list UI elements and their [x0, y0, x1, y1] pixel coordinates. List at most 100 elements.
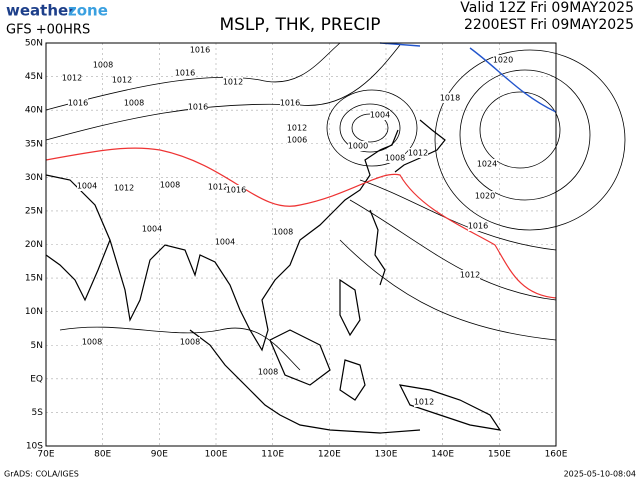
local-time: 2200EST Fri 09MAY2025: [464, 17, 634, 33]
isobar-label-bg: [348, 141, 368, 151]
valid-time: Valid 12Z Fri 09MAY2025: [460, 0, 634, 16]
logo-weather: weather: [6, 2, 76, 20]
isobar-label: 1012: [287, 124, 307, 133]
isobar-label-bg: [468, 221, 488, 231]
isobar-label: 1008: [273, 228, 293, 237]
isobar-label-bg: [160, 180, 180, 190]
lat-label: 5N: [31, 341, 43, 351]
isobar-label-bg: [287, 135, 307, 145]
isobar-label: 1012: [62, 74, 82, 83]
isobar-label: 1008: [93, 61, 113, 70]
isobar-label: 1006: [287, 136, 307, 145]
isobar-label: 1016: [190, 46, 210, 55]
isobar-label-bg: [62, 73, 82, 83]
isobar-label: 1016: [68, 99, 88, 108]
isobar-label: 1004: [215, 238, 235, 247]
timestamp: 2025-05-10-08:04: [564, 470, 636, 479]
isobar-label-bg: [68, 98, 88, 108]
map-title: MSLP, THK, PRECIP: [219, 15, 380, 35]
lat-label: 35N: [25, 139, 43, 149]
isobar-label-bg: [273, 227, 293, 237]
isobar-label: 1000: [348, 142, 368, 151]
isobar-label: 1012: [112, 76, 132, 85]
isobar-label-bg: [93, 60, 113, 70]
lon-label: 160E: [545, 450, 568, 460]
lat-label: 20N: [25, 240, 43, 250]
map-frame: [45, 42, 557, 447]
isobar-label: 1004: [77, 182, 97, 191]
isobar-label-bg: [408, 148, 428, 158]
lon-label: 90E: [151, 450, 168, 460]
isobar-label: 1012: [414, 398, 434, 407]
lon-label: 70E: [37, 450, 54, 460]
isobar-label: 1016: [468, 222, 488, 231]
lat-label: 10N: [25, 307, 43, 317]
lat-label: 5S: [32, 408, 44, 418]
lon-label: 120E: [318, 450, 341, 460]
isobar-label-bg: [287, 123, 307, 133]
lon-label: 130E: [375, 450, 398, 460]
isobar-label: 1004: [370, 111, 390, 120]
isobar-label-bg: [215, 237, 235, 247]
isobar-label: 1008: [258, 368, 278, 377]
isobar-label: 1016: [280, 99, 300, 108]
isobar-label-bg: [124, 98, 144, 108]
isobar-label-bg: [188, 102, 208, 112]
lat-label: 50N: [25, 39, 43, 49]
isobar-label: 1008: [82, 338, 102, 347]
isobar-label: 1008: [385, 154, 405, 163]
isobar-label-bg: [280, 98, 300, 108]
isobar-label-bg: [82, 337, 102, 347]
isobar-label-bg: [385, 153, 405, 163]
isobar-label-bg: [475, 191, 495, 201]
lat-label: 30N: [25, 173, 43, 183]
lon-label: 100E: [205, 450, 228, 460]
thickness-line-cold: [469, 47, 557, 113]
model-run: GFS +00HRS: [6, 23, 90, 38]
isobar-label-bg: [493, 55, 513, 65]
isobars: [45, 42, 626, 371]
isobar-label: 1008: [124, 99, 144, 108]
isobar-label: 1020: [475, 192, 495, 201]
isobar-label-bg: [208, 182, 228, 192]
lat-label: EQ: [30, 374, 43, 384]
isobar-label: 1020: [493, 56, 513, 65]
credit: GrADS: COLA/IGES: [4, 470, 79, 479]
isobar-label-bg: [175, 68, 195, 78]
isobar-label: 1016: [175, 69, 195, 78]
isobar-label-bg: [440, 93, 460, 103]
isobar-label-bg: [190, 45, 210, 55]
isobar-label-bg: [258, 367, 278, 377]
isobar-label-bg: [142, 224, 162, 234]
isobar-label-bg: [370, 110, 390, 120]
isobar-label: 1012: [208, 183, 228, 192]
isobar-label-bg: [477, 159, 497, 169]
isobar-label: 1012: [460, 271, 480, 280]
lat-label: 40N: [25, 106, 43, 116]
isobar-label: 1016: [188, 103, 208, 112]
lat-label: 10S: [26, 442, 43, 452]
isobar-label-bg: [414, 397, 434, 407]
lon-label: 110E: [261, 450, 284, 460]
isobar-label: 1012: [408, 149, 428, 158]
isobar-label: 1012: [114, 184, 134, 193]
thickness-line: [45, 147, 557, 299]
lat-label: 25N: [25, 206, 43, 216]
lon-label: 140E: [431, 450, 454, 460]
isobar-label-bg: [180, 337, 200, 347]
isobar-label-bg: [223, 77, 243, 87]
lat-label: 15N: [25, 274, 43, 284]
lon-label: 150E: [488, 450, 511, 460]
logo-zone: zone: [68, 2, 108, 20]
lon-label: 80E: [94, 450, 111, 460]
isobar-label-bg: [112, 75, 132, 85]
isobar-label-bg: [114, 183, 134, 193]
isobar-label: 1008: [160, 181, 180, 190]
isobar-label: 1018: [440, 94, 460, 103]
isobar-label: 1008: [180, 338, 200, 347]
isobar-label-bg: [460, 270, 480, 280]
